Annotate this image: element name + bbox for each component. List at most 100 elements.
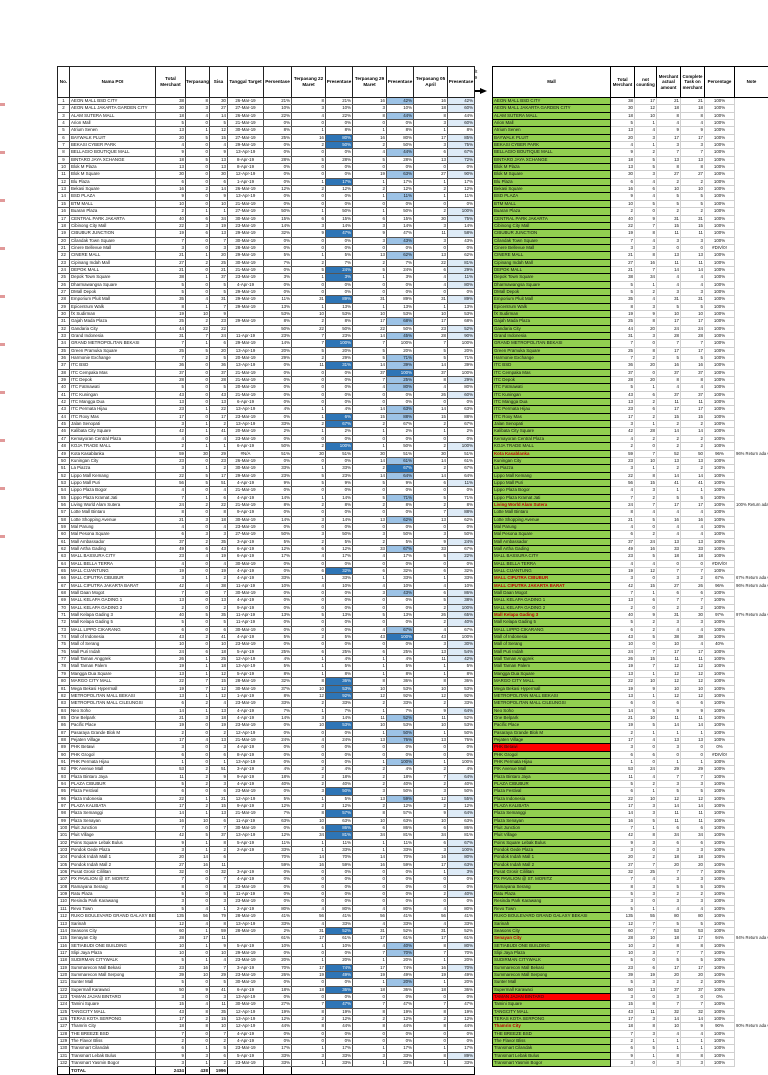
cell-note [735,656,768,663]
cell-presentase-05apr: 33% [448,920,475,927]
cell-tanggal-target: 13-Apr-19 [228,1015,264,1022]
cell-presentase-29mar: 100% [387,758,414,765]
cell-persentase: 26% [264,971,292,978]
cell-no: 32 [58,325,70,332]
cell-r-total-merchant: 13 [611,670,635,677]
cell-presentase-05apr: 71% [448,355,475,362]
cell-r-total-merchant: 17 [611,1015,635,1022]
cell-tanggal-target: 6-Apr-19 [228,399,264,406]
cell-mall-name: BELLAGIO BOUTIQUE MALL [493,149,611,156]
cell-terpasang: 4 [186,1001,210,1008]
cell-merchant-actual: 1 [657,1038,681,1045]
cell-terpasang-29mar: 11 [353,714,387,721]
cell-presentase-29mar: 53% [387,722,414,729]
cell-persentase: 51% [264,450,292,457]
cell-r-total-merchant: 38 [611,98,635,105]
cell-terpasang: 0 [186,993,210,1000]
cell-presentase-05apr: 60% [448,105,475,112]
cell-sisa: 7 [210,964,228,971]
cell-note [735,384,768,391]
cell-sisa: 10 [210,949,228,956]
cell-not-counting: 6 [635,186,657,193]
cell-tanggal-target: 4-Apr-19 [228,714,264,721]
cell-tanggal-target: 4-Apr-19 [228,479,264,486]
cell-presentase-05apr: 0% [448,751,475,758]
cell-note: 97% Return ada QR 1 [735,612,768,619]
cell-terpasang-05apr: 0 [414,876,448,883]
cell-sisa: 13 [210,736,228,743]
cell-presentase-29mar: 33% [387,575,414,582]
cell-r-total-merchant: 5 [611,905,635,912]
cell-r-total-merchant: 13 [611,692,635,699]
cell-total-merchant: 26 [156,656,186,663]
cell-merchant-actual: 13 [657,156,681,163]
cell-note [735,435,768,442]
cell-persentase: 50% [264,208,292,215]
cell-r-total-merchant: 20 [611,134,635,141]
cell-presentase-05apr: 14% [448,222,475,229]
cell-terpasang-05apr: 6 [414,479,448,486]
cell-percentage: 100% [705,1038,735,1045]
cell-tanggal-target: 29-Mar-19 [228,296,264,303]
cell-terpasang-05apr: 7 [414,340,448,347]
cell-total-merchant: 13 [156,670,186,677]
cell-terpasang-22mar: 1 [292,465,326,472]
cell-note [735,509,768,516]
cell-nama-poi: Transmart Yasmin Bogor [70,1060,156,1067]
right-col-header-6: Note [735,67,768,98]
cell-terpasang-22mar: 0 [292,523,326,530]
cell-terpasang: 6 [186,545,210,552]
cell-note [735,538,768,545]
cell-persentase: 8% [264,670,292,677]
cell-mall-name: Plaza Bintaro Jaya [493,773,611,780]
cell-note [735,964,768,971]
cell-note [735,861,768,868]
cell-no: 102 [58,839,70,846]
cell-nama-poi: DMall Depok [70,288,156,295]
cell-terpasang-05apr: 4 [414,582,448,589]
cell-presentase-29mar: 8% [387,127,414,134]
cell-note [735,957,768,964]
cell-percentage: 100% [705,670,735,677]
cell-percentage: 100% [705,942,735,949]
cell-tanggal-target: 13-Apr-19 [228,421,264,428]
cell-terpasang: 0 [186,788,210,795]
cell-terpasang-05apr: 23 [414,325,448,332]
cell-presentase-22mar: 80% [326,905,353,912]
cell-total-merchant: 13 [156,692,186,699]
cell-tanggal-target: 5-Apr-19 [228,648,264,655]
cell-terpasang-05apr: 1 [414,663,448,670]
cell-terpasang-05apr: 17 [414,935,448,942]
cell-note [735,200,768,207]
cell-mall-name: Mall of Indonesia [493,634,611,641]
cell-percentage: 100% [705,281,735,288]
cell-note [735,883,768,890]
cell-persentase: 0% [264,377,292,384]
cell-terpasang: 1 [186,656,210,663]
cell-persentase: 33% [264,920,292,927]
cell-no: 121 [58,979,70,986]
cell-nama-poi: Mall Kelapa Gading 5 [70,619,156,626]
cell-not-counting: 1 [635,1038,657,1045]
cell-no: 105 [58,861,70,868]
cell-no: 21 [58,244,70,251]
cell-nama-poi: Slipi Jaya Plaza [70,949,156,956]
cell-presentase-05apr: 0% [448,993,475,1000]
cell-complete-task: 27 [681,171,705,178]
total-merchant-sum: 2434 [156,1067,186,1075]
cell-terpasang-05apr: 3 [414,222,448,229]
cell-presentase-05apr: 100% [448,340,475,347]
cell-no: 51 [58,465,70,472]
cell-tanggal-target: 13-Apr-19 [228,663,264,670]
cell-terpasang: 1 [186,494,210,501]
